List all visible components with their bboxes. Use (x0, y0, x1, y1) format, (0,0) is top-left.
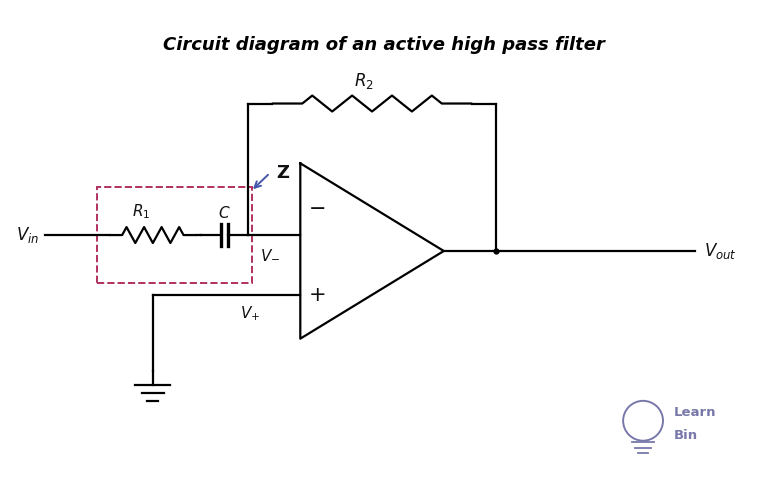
Text: $V_{out}$: $V_{out}$ (704, 241, 737, 261)
Text: Learn: Learn (674, 406, 716, 419)
Text: Bin: Bin (674, 429, 697, 442)
Text: Circuit diagram of an active high pass filter: Circuit diagram of an active high pass f… (163, 36, 605, 54)
Text: $\mathbf{Z}$: $\mathbf{Z}$ (276, 164, 290, 182)
Text: $C$: $C$ (218, 205, 231, 221)
Text: $V_{-}$: $V_{-}$ (260, 247, 280, 262)
Text: $R_1$: $R_1$ (132, 202, 150, 221)
Bar (97, 187, 253, 283)
Text: $V_{+}$: $V_{+}$ (240, 304, 260, 323)
Text: $R_2$: $R_2$ (354, 71, 374, 91)
Text: $-$: $-$ (308, 197, 325, 217)
Text: $+$: $+$ (307, 285, 325, 305)
Text: $V_{in}$: $V_{in}$ (15, 225, 39, 245)
